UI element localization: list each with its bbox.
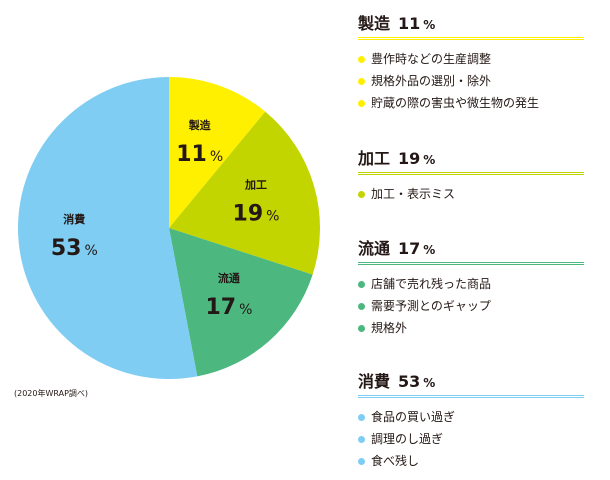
bullet-dot-icon bbox=[358, 413, 365, 421]
slice-label-distribution: 流通 bbox=[218, 271, 240, 285]
legend-group-manufacturing: 製造 11% 豊作時などの生産調整 規格外品の選別・除外貯蔵の際の害虫や微生物の発生 bbox=[358, 10, 584, 114]
legend-percent: 17 bbox=[398, 239, 421, 258]
bullet-dot-icon bbox=[358, 190, 365, 198]
bullet-dot-icon bbox=[358, 55, 365, 63]
pie-slice-distribution bbox=[169, 228, 313, 377]
legend-item-list: 食品の買い過ぎ 調理のし過ぎ 食べ残し bbox=[358, 406, 584, 472]
legend-item-text: 需要予測とのギャップ bbox=[371, 299, 491, 313]
legend-heading: 製造 11% bbox=[358, 10, 584, 40]
bullet-dot-icon bbox=[358, 280, 365, 288]
slice-label-consumption: 消費 bbox=[63, 212, 85, 226]
legend-item: 店舗で売れ残った商品 bbox=[358, 273, 584, 295]
legend-percent-unit: % bbox=[423, 376, 436, 390]
slice-value-distribution: 17% bbox=[205, 295, 252, 320]
legend-item-text: 貯蔵の際の害虫や微生物の発生 bbox=[371, 96, 540, 110]
legend-percent: 53 bbox=[398, 372, 421, 391]
legend-heading: 加工 19% bbox=[358, 145, 584, 175]
legend-item-text: 食品の買い過ぎ bbox=[371, 410, 456, 424]
bullet-dot-icon bbox=[358, 324, 365, 332]
legend-item-text: 店舗で売れ残った商品 bbox=[371, 277, 492, 291]
slice-label-manufacturing: 製造 bbox=[188, 118, 212, 132]
legend-item: 規格外品の選別・除外 bbox=[358, 70, 584, 92]
bullet-dot-icon bbox=[358, 77, 365, 85]
legend-percent: 11 bbox=[398, 14, 421, 33]
legend-item: 調理のし過ぎ bbox=[358, 428, 584, 450]
pie-slice-manufacturing bbox=[169, 77, 266, 228]
legend-percent: 19 bbox=[398, 149, 421, 168]
legend-item-text: 調理のし過ぎ bbox=[371, 432, 444, 446]
legend-title: 流通 bbox=[358, 239, 391, 258]
legend-item-text: 食べ残し bbox=[371, 454, 420, 468]
legend-item: 需要予測とのギャップ bbox=[358, 295, 584, 317]
legend-item-list: 豊作時などの生産調整 規格外品の選別・除外貯蔵の際の害虫や微生物の発生 bbox=[358, 48, 584, 114]
legend-item-list: 店舗で売れ残った商品 需要予測とのギャップ 規格外 bbox=[358, 273, 584, 339]
legend-title: 製造 bbox=[358, 14, 391, 33]
bullet-dot-icon bbox=[358, 435, 365, 443]
legend-percent-unit: % bbox=[423, 153, 436, 167]
legend-percent-unit: % bbox=[423, 243, 436, 257]
pie-slice-processing bbox=[169, 111, 321, 275]
legend-item: 食べ残し bbox=[358, 450, 584, 472]
legend-item-text: 豊作時などの生産調整 bbox=[371, 52, 492, 66]
legend-group-consumption: 消費 53% 食品の買い過ぎ 調理のし過ぎ 食べ残し bbox=[358, 368, 584, 472]
legend-item: 貯蔵の際の害虫や微生物の発生 bbox=[358, 92, 584, 114]
slice-value-manufacturing: 11% bbox=[176, 142, 223, 167]
legend-title: 消費 bbox=[358, 372, 391, 391]
legend-item: 加工・表示ミス bbox=[358, 183, 584, 205]
legend-item: 豊作時などの生産調整 bbox=[358, 48, 584, 70]
pie-slice-consumption bbox=[18, 77, 198, 379]
bullet-dot-icon bbox=[358, 99, 365, 107]
legend-heading: 流通 17% bbox=[358, 235, 584, 265]
slice-value-processing: 19% bbox=[233, 202, 280, 227]
legend-heading: 消費 53% bbox=[358, 368, 584, 398]
bullet-dot-icon bbox=[358, 457, 365, 465]
legend-item: 食品の買い過ぎ bbox=[358, 406, 584, 428]
bullet-dot-icon bbox=[358, 302, 365, 310]
legend-item-text: 加工・表示ミス bbox=[371, 187, 456, 201]
pie-chart: 製造 11 % 加工 19 % 流通 17 % 消費 53% bbox=[18, 77, 321, 379]
slice-value-consumption: 53% bbox=[51, 236, 98, 261]
slice-label-processing: 加工 bbox=[244, 178, 267, 192]
legend-group-distribution: 流通 17% 店舗で売れ残った商品 需要予測とのギャップ 規格外 bbox=[358, 235, 584, 339]
legend-group-processing: 加工 19% 加工・表示ミス bbox=[358, 145, 584, 205]
legend-percent-unit: % bbox=[423, 18, 436, 32]
legend-item: 規格外 bbox=[358, 317, 584, 339]
source-note: (2020年WRAP調べ) bbox=[14, 389, 89, 398]
legend-item-list: 加工・表示ミス bbox=[358, 183, 584, 205]
legend-item-text: 規格外 bbox=[371, 321, 408, 335]
legend-item-text: 規格外品の選別・除外 bbox=[371, 74, 492, 88]
legend-title: 加工 bbox=[358, 149, 391, 168]
